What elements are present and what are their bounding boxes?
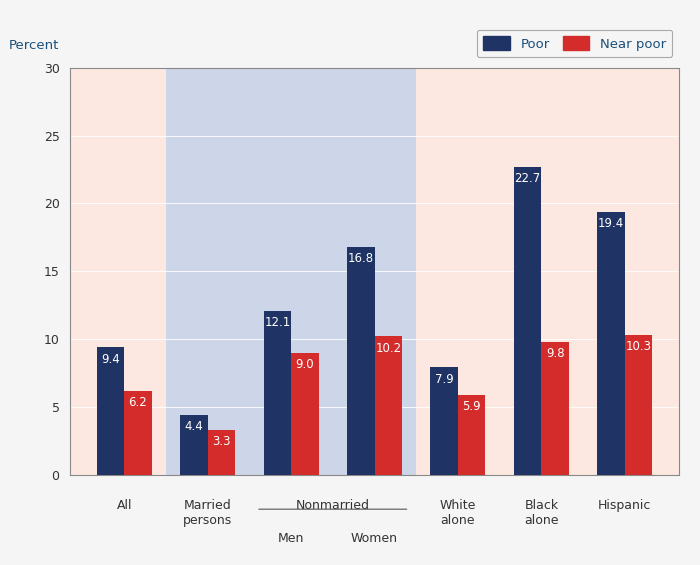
Text: Married
persons: Married persons [183, 499, 232, 527]
Bar [97, 347, 124, 475]
Bar [166, 68, 416, 475]
Bar [541, 342, 569, 475]
Text: 9.4: 9.4 [101, 353, 120, 366]
Text: Hispanic: Hispanic [598, 499, 652, 512]
Text: 12.1: 12.1 [264, 316, 290, 329]
Bar [124, 390, 152, 475]
Text: 9.0: 9.0 [295, 358, 314, 371]
Text: 16.8: 16.8 [348, 252, 374, 265]
Bar [208, 430, 235, 475]
Text: Nonmarried: Nonmarried [296, 499, 370, 512]
Text: 4.4: 4.4 [185, 420, 203, 433]
Bar [430, 367, 458, 475]
Bar [291, 353, 318, 475]
Text: Men: Men [278, 532, 304, 545]
Legend: Poor, Near poor: Poor, Near poor [477, 30, 673, 57]
Text: 19.4: 19.4 [598, 217, 624, 230]
Bar [458, 394, 486, 475]
Text: White
alone: White alone [440, 499, 476, 527]
Text: Women: Women [351, 532, 398, 545]
Text: 22.7: 22.7 [514, 172, 540, 185]
Text: 9.8: 9.8 [546, 347, 564, 360]
Bar [625, 335, 652, 475]
Text: 6.2: 6.2 [129, 396, 148, 409]
Text: Percent: Percent [9, 38, 60, 51]
Bar [374, 336, 402, 475]
Bar [180, 415, 208, 475]
Text: 3.3: 3.3 [212, 435, 231, 448]
Text: Black
alone: Black alone [524, 499, 559, 527]
Text: 7.9: 7.9 [435, 373, 454, 386]
Text: 5.9: 5.9 [463, 400, 481, 413]
Text: 10.3: 10.3 [626, 340, 652, 353]
Text: All: All [116, 499, 132, 512]
Bar [514, 167, 541, 475]
Bar [597, 211, 625, 475]
Bar [347, 247, 374, 475]
Text: 10.2: 10.2 [375, 342, 401, 355]
Bar [263, 311, 291, 475]
